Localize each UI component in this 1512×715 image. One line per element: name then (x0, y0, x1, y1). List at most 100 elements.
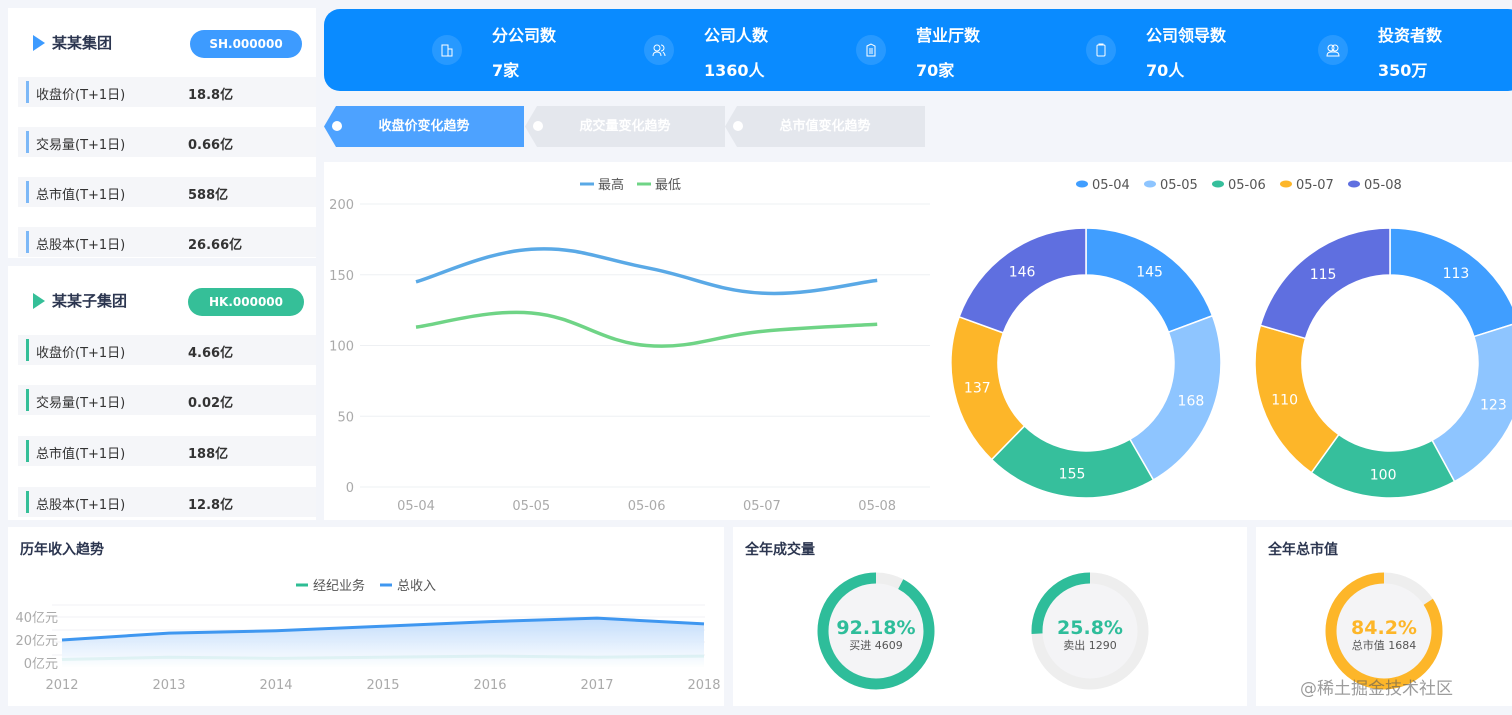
row-label: 收盘价(T+1日) (36, 346, 126, 361)
info-row: 总市值(T+1日) 588亿 (18, 177, 316, 207)
area-fill-1 (62, 618, 704, 667)
stat-value: 7家 (492, 61, 520, 80)
document-icon (856, 35, 886, 65)
legend-swatch (1280, 180, 1292, 188)
slice-label: 115 (1310, 267, 1337, 283)
slice-label: 168 (1178, 394, 1205, 410)
stock-code-badge[interactable]: HK.000000 (188, 288, 304, 316)
y-tick-label: 20亿元 (15, 634, 58, 649)
legend-label: 05-08 (1364, 178, 1402, 193)
legend-label: 最低 (655, 178, 681, 193)
stat-label: 公司领导数 (1146, 26, 1227, 45)
row-value: 18.8亿 (188, 88, 234, 103)
slice-label: 137 (964, 381, 991, 397)
y-tick-label: 200 (329, 198, 354, 213)
x-tick-label: 05-07 (743, 499, 781, 514)
buy-gauge-arc (817, 572, 935, 690)
section-title: 历年收入趋势 (20, 542, 104, 558)
donut-slice (1259, 227, 1391, 340)
y-tick-label: 100 (329, 340, 354, 355)
tab-label: 总市值变化趋势 (779, 119, 871, 134)
row-label: 总市值(T+1日) (36, 447, 126, 462)
legend-label: 总收入 (397, 579, 436, 594)
legend-label: 05-06 (1228, 178, 1266, 193)
legend-swatch (1212, 180, 1224, 188)
sell-gauge-percent: 25.8% (1057, 617, 1123, 639)
slice-label: 145 (1136, 264, 1163, 280)
y-tick-label: 50 (337, 410, 354, 425)
stat-label: 营业厅数 (916, 26, 981, 45)
row-label: 总股本(T+1日) (36, 498, 126, 513)
info-row: 交易量(T+1日) 0.02亿 (18, 385, 316, 415)
x-tick-label: 2014 (259, 678, 292, 693)
line-series-0 (415, 247, 878, 296)
y-tick-label: 0 (346, 481, 354, 496)
stat-label: 投资者数 (1378, 26, 1443, 45)
x-tick-label: 05-06 (628, 499, 666, 514)
watermark: @稀土掘金技术社区 (1300, 679, 1453, 699)
legend-swatch (1144, 180, 1156, 188)
x-tick-label: 2013 (152, 678, 185, 693)
info-row: 总股本(T+1日) 12.8亿 (18, 487, 316, 517)
tab-volume[interactable]: 成交量变化趋势 (525, 106, 725, 147)
tab-label: 收盘价变化趋势 (378, 119, 470, 134)
slice-label: 146 (1009, 265, 1036, 281)
market-gauge-label: 总市值 1684 (1352, 638, 1417, 652)
slice-label: 100 (1370, 467, 1397, 483)
line-series-1 (61, 616, 705, 642)
y-tick-label: 0亿元 (24, 657, 58, 672)
row-value: 0.66亿 (188, 138, 234, 153)
stat-value: 70家 (916, 61, 955, 80)
x-tick-label: 05-08 (858, 499, 896, 514)
x-tick-label: 2012 (45, 678, 78, 693)
sell-gauge-arc (1031, 572, 1149, 690)
row-value: 12.8亿 (188, 498, 234, 513)
stat-label: 公司人数 (704, 26, 769, 45)
clipboard-icon (1086, 35, 1116, 65)
market-gauge-arc (1325, 572, 1443, 690)
legend-swatch (1076, 180, 1088, 188)
group-panel-1: 某某集团 SH.000000 收盘价(T+1日) 18.8亿 交易量(T+1日) 0… (8, 8, 316, 258)
volume-gauges: 92.18%买进 4609 25.8%卖出 1290 (817, 572, 1149, 690)
legend-label: 05-05 (1160, 178, 1198, 193)
y-tick-label: 150 (329, 269, 354, 284)
donut-slice (1389, 227, 1512, 338)
x-tick-label: 2015 (366, 678, 399, 693)
x-tick-label: 2016 (473, 678, 506, 693)
donut-slice (958, 227, 1087, 334)
dot-icon (533, 121, 543, 131)
tab-close-price[interactable]: 收盘价变化趋势 (324, 106, 524, 147)
buy-gauge-percent: 92.18% (836, 617, 915, 639)
row-label: 交易量(T+1日) (36, 138, 126, 153)
tab-market-value[interactable]: 总市值变化趋势 (725, 106, 925, 147)
row-label: 收盘价(T+1日) (36, 88, 126, 103)
y-tick-label: 40亿元 (15, 611, 58, 626)
building-icon (432, 35, 462, 65)
income-trend-panel: 历年收入趋势 0亿元 20亿元 40亿元 2012 2013 2014 2015 2016 20… (8, 527, 724, 706)
trend-charts: 0 50 100 150 200 05-04 05-05 05-06 05-07 05-08 最高 最… (329, 177, 1512, 514)
dot-icon (332, 121, 342, 131)
tab-label: 成交量变化趋势 (579, 119, 671, 134)
legend-label: 05-07 (1296, 178, 1334, 193)
stock-code-badge[interactable]: SH.000000 (190, 30, 302, 58)
volume-panel: 全年成交量 92.18% 买进 4609 25.8% 卖出 1290 (733, 527, 1247, 706)
row-label: 总市值(T+1日) (36, 188, 126, 203)
dot-icon (733, 121, 743, 131)
x-tick-label: 05-05 (512, 499, 550, 514)
users-icon (644, 35, 674, 65)
slice-label: 110 (1271, 392, 1298, 408)
slice-label: 113 (1443, 266, 1470, 282)
line-series-1 (415, 310, 878, 348)
donut-slice (990, 424, 1155, 499)
row-value: 0.02亿 (188, 396, 234, 411)
x-tick-label: 2017 (580, 678, 613, 693)
legend-label: 05-04 (1092, 178, 1130, 193)
info-row: 收盘价(T+1日) 4.66亿 (18, 335, 316, 365)
stats-banner: 分公司数 7家 公司人数 1360人 营业厅数 70家 公司领导数 70人 投资者数 35… (324, 9, 1512, 91)
row-label: 交易量(T+1日) (36, 396, 126, 411)
row-value: 188亿 (188, 447, 229, 462)
sell-gauge-label: 卖出 1290 (1063, 638, 1117, 652)
stat-label: 分公司数 (492, 26, 557, 45)
legend-swatch (1348, 180, 1360, 188)
row-label: 总股本(T+1日) (36, 238, 126, 253)
